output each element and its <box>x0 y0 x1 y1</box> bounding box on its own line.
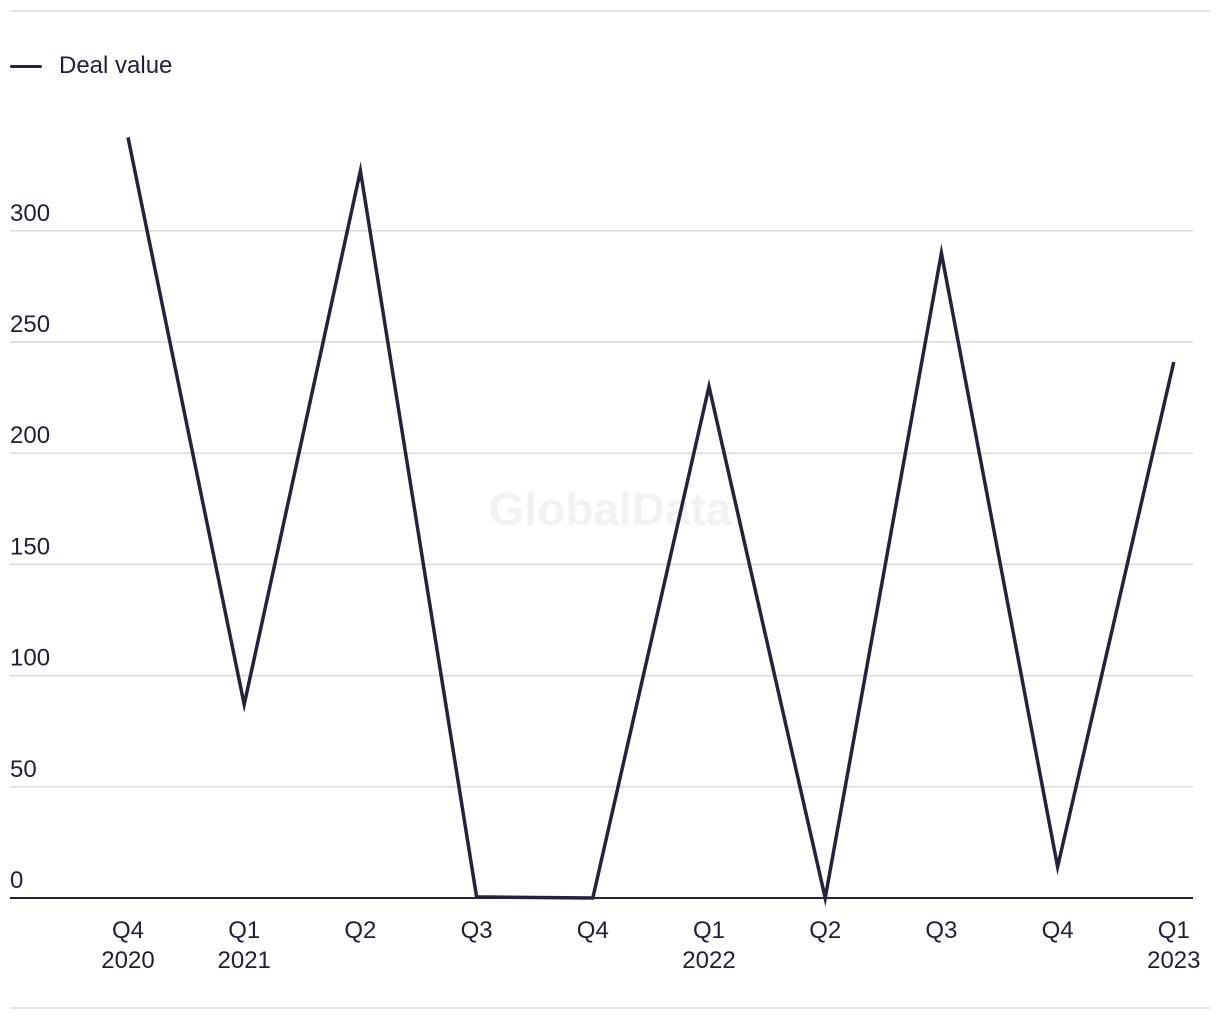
legend-label-deal-value: Deal value <box>59 52 173 79</box>
x-tick-label-7-0: Q3 <box>925 917 957 944</box>
bottom-divider <box>10 1007 1210 1009</box>
y-tick-label-50: 50 <box>10 756 37 783</box>
y-tick-label-0: 0 <box>10 867 23 894</box>
y-axis-labels: 0 50 100 150 200 250 300 <box>10 200 50 894</box>
y-tick-label-200: 200 <box>10 422 50 449</box>
x-tick-label-6-0: Q2 <box>809 917 841 944</box>
x-tick-label-0-1: 2020 <box>101 947 154 974</box>
x-tick-label-5-0: Q1 <box>693 917 725 944</box>
legend-swatch-deal-value <box>10 64 42 68</box>
x-axis-labels: Q4 2020 Q1 2021 Q2 Q3 Q4 Q1 2022 Q2 Q3 Q4 Q1 2023 <box>101 917 1200 974</box>
series-line-0 <box>126 137 1176 907</box>
gridlines <box>10 230 1193 788</box>
x-tick-label-5-1: 2022 <box>682 947 735 974</box>
y-tick-label-300: 300 <box>10 200 50 227</box>
x-tick-label-9-1: 2023 <box>1147 947 1200 974</box>
x-tick-label-1-1: 2021 <box>218 947 271 974</box>
x-tick-label-0-0: Q4 <box>112 917 144 944</box>
x-tick-label-8-0: Q4 <box>1042 917 1074 944</box>
x-tick-label-1-0: Q1 <box>228 917 260 944</box>
x-tick-label-2-0: Q2 <box>344 917 376 944</box>
x-tick-label-9-0: Q1 <box>1158 917 1190 944</box>
y-tick-label-150: 150 <box>10 533 50 560</box>
x-tick-label-3-0: Q3 <box>461 917 493 944</box>
y-tick-label-250: 250 <box>10 311 50 338</box>
legend: Deal value <box>10 50 172 82</box>
top-divider <box>10 10 1210 12</box>
y-tick-label-100: 100 <box>10 645 50 672</box>
x-tick-label-4-0: Q4 <box>577 917 609 944</box>
series-layer <box>126 137 1176 907</box>
watermark-text: GlobalData <box>489 483 732 535</box>
